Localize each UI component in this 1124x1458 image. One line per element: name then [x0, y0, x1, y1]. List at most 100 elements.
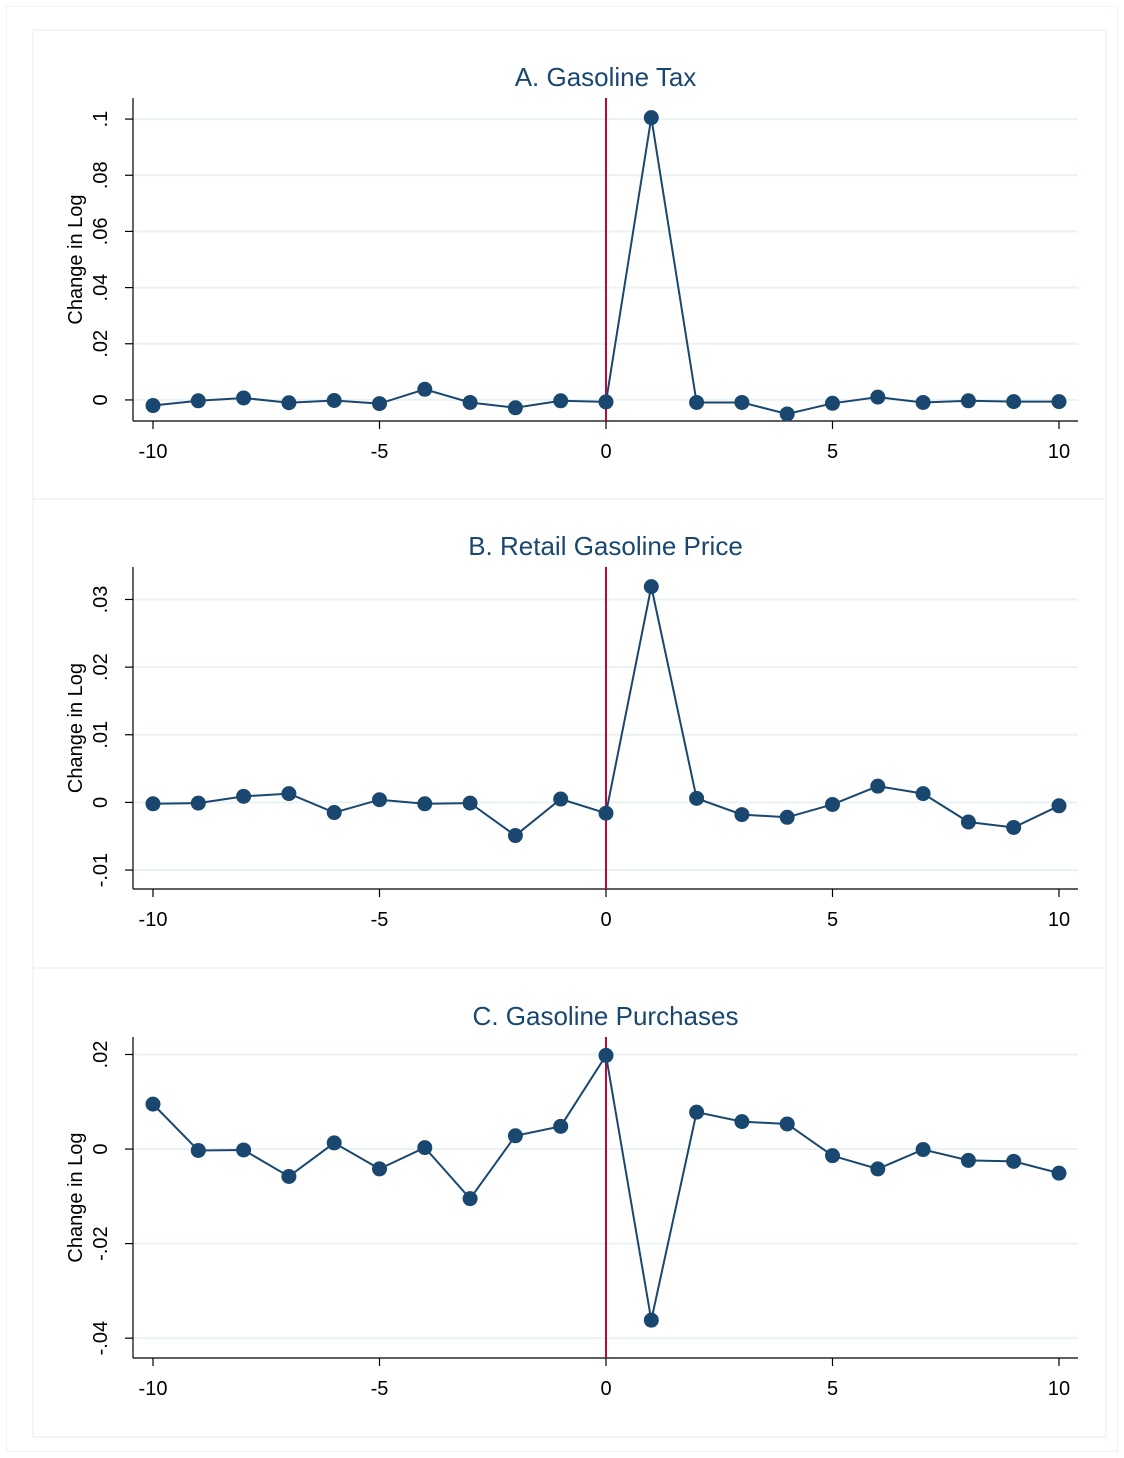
panel-a-x-tick-label: -5: [371, 441, 389, 463]
panel-c-data-point: [507, 1128, 523, 1144]
panel-b-data-point: [281, 786, 297, 802]
panel-c-data-point: [462, 1191, 478, 1207]
panel-a-data-point: [190, 393, 206, 409]
panel-a-data-point: [326, 392, 342, 408]
panel-a-data-point: [281, 395, 297, 411]
panel-b-x-tick-label: 0: [600, 909, 611, 931]
panel-b-y-tick-label: .03: [90, 586, 112, 614]
panel-b-points: [145, 579, 1067, 844]
panel-a-data-point: [507, 400, 523, 416]
panel-a-border: [32, 29, 1107, 500]
panel-c-title: C. Gasoline Purchases: [473, 1001, 739, 1031]
figure-frame: [6, 6, 1118, 1452]
panel-a-y-axis-label: Change in Log: [65, 194, 87, 324]
panel-b-data-point: [915, 786, 931, 802]
panel-c-data-point: [825, 1148, 840, 1164]
panel-a-data-point: [915, 394, 931, 410]
panel-b-data-point: [870, 778, 886, 794]
panel-c-data-point: [417, 1140, 433, 1156]
panel-a-data-point: [734, 394, 750, 410]
panel-b-data-point: [689, 790, 705, 806]
panel-c-x-tick-label: -5: [371, 1378, 389, 1400]
panel-b-data-point: [417, 796, 433, 812]
panel-b-data-point: [598, 805, 614, 821]
panel-c-data-point: [145, 1096, 161, 1112]
panel-b-data-point: [462, 795, 478, 811]
panel-c-x-ticks: -10 -5 0 5 10: [139, 1358, 1070, 1400]
panel-b-border: [32, 498, 1107, 969]
panel-c-data-point: [734, 1114, 750, 1130]
panel-b-data-point: [372, 792, 387, 808]
panel-a-x-ticks: -10 -5 0 5 10: [139, 421, 1070, 463]
panel-c-y-ticks: -.04 -.02 0 .02: [90, 1041, 133, 1355]
panel-a-data-point: [779, 406, 795, 422]
panel-c-data-point: [1006, 1153, 1022, 1169]
panel-c-y-tick-label: .02: [90, 1041, 112, 1069]
panel-a-y-tick-label: 0: [90, 394, 112, 405]
panel-b-data-point: [236, 788, 252, 804]
panel-a-data-point: [689, 394, 705, 410]
panel-b-x-ticks: -10 -5 0 5 10: [139, 889, 1070, 931]
panel-b-data-point: [960, 814, 976, 830]
panel-b-data-point: [734, 807, 750, 823]
panel-b-y-tick-label: .02: [90, 653, 112, 681]
panel-c-x-tick-label: 5: [827, 1378, 838, 1400]
panel-a-data-point: [553, 393, 569, 409]
panel-a-y-ticks: 0 .02 .04 .06 .08 .1: [90, 111, 133, 405]
panel-c-data-point: [870, 1161, 886, 1177]
panel-c-border: [32, 967, 1107, 1438]
panel-c-data-point: [553, 1118, 569, 1134]
panel-a-data-point: [643, 110, 659, 126]
panel-c-data-point: [779, 1116, 795, 1132]
panel-a-y-tick-label: .04: [90, 274, 112, 302]
panel-b-data-point: [507, 828, 523, 844]
panel-a-data-point: [1051, 394, 1067, 410]
panel-c-x-tick-label: 10: [1048, 1378, 1070, 1400]
panel-a-x-tick-label: -10: [139, 441, 168, 463]
panel-c-y-tick-label: -.04: [90, 1321, 112, 1355]
panel-a-y-tick-label: .02: [90, 330, 112, 358]
panel-b-x-tick-label: 5: [827, 909, 838, 931]
panel-b: -.01 0 .01 .02 .03 -10 -5 0 5 10 B. Retail Gasol…: [32, 498, 1107, 969]
panel-a-data-point: [1006, 394, 1022, 410]
panel-c-data-point: [190, 1142, 206, 1158]
panel-c-data-point: [326, 1135, 342, 1151]
panel-a-data-point: [236, 390, 252, 406]
panel-c-data-point: [960, 1152, 976, 1168]
panel-c-data-point: [643, 1312, 659, 1328]
panel-b-x-tick-label: 10: [1048, 909, 1070, 931]
panel-c-data-point: [915, 1142, 931, 1158]
panel-b-y-tick-label: 0: [90, 797, 112, 808]
panel-c: -.04 -.02 0 .02 -10 -5 0 5 10 C. Gasoline Purch…: [32, 967, 1107, 1438]
panel-c-data-point: [236, 1142, 252, 1158]
panel-b-data-point: [1051, 798, 1067, 814]
panel-b-data-point: [1006, 819, 1022, 835]
panel-c-x-tick-label: -10: [139, 1378, 168, 1400]
panel-a-data-point: [960, 393, 976, 409]
panel-a-y-tick-label: .1: [90, 111, 112, 128]
panel-c-y-tick-label: -.02: [90, 1226, 112, 1260]
panel-a-y-tick-label: .08: [90, 161, 112, 189]
panel-c-data-point: [1051, 1165, 1067, 1181]
panel-c-data-point: [598, 1047, 614, 1063]
panel-b-data-point: [825, 796, 840, 812]
panel-a: 0 .02 .04 .06 .08 .1 -10 -5 0 5 10 A. Gasoline Ta…: [32, 29, 1107, 500]
panel-b-data-point: [145, 796, 161, 812]
panel-a-data-point: [870, 389, 886, 405]
panel-b-title: B. Retail Gasoline Price: [468, 531, 743, 561]
panel-a-x-tick-label: 0: [600, 441, 611, 463]
panel-c-data-point: [281, 1168, 297, 1184]
panel-a-data-point: [598, 394, 614, 410]
panel-b-data-point: [553, 791, 569, 807]
panel-a-y-tick-label: .06: [90, 218, 112, 246]
panel-b-x-tick-label: -10: [139, 909, 168, 931]
panel-a-data-point: [462, 394, 478, 410]
panel-c-data-point: [689, 1104, 705, 1120]
panel-b-data-point: [643, 579, 659, 595]
panel-b-y-axis-label: Change in Log: [65, 663, 87, 793]
panel-a-data-point: [417, 381, 433, 397]
panel-a-data-point: [372, 396, 387, 412]
panel-c-x-tick-label: 0: [600, 1378, 611, 1400]
panel-c-y-axis-label: Change in Log: [65, 1132, 87, 1262]
